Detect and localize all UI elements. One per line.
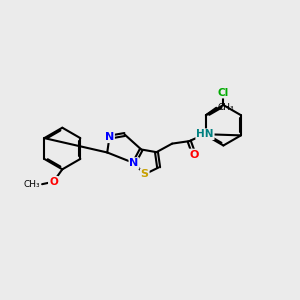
Text: CH₃: CH₃ [218,103,234,112]
Text: O: O [49,177,58,187]
Text: O: O [49,177,58,187]
Text: CH₃: CH₃ [24,180,40,189]
Text: N: N [129,158,139,168]
Text: HN: HN [196,129,214,139]
Text: Cl: Cl [218,88,229,98]
Text: S: S [141,169,149,179]
Text: O: O [189,149,199,160]
Text: N: N [105,132,114,142]
